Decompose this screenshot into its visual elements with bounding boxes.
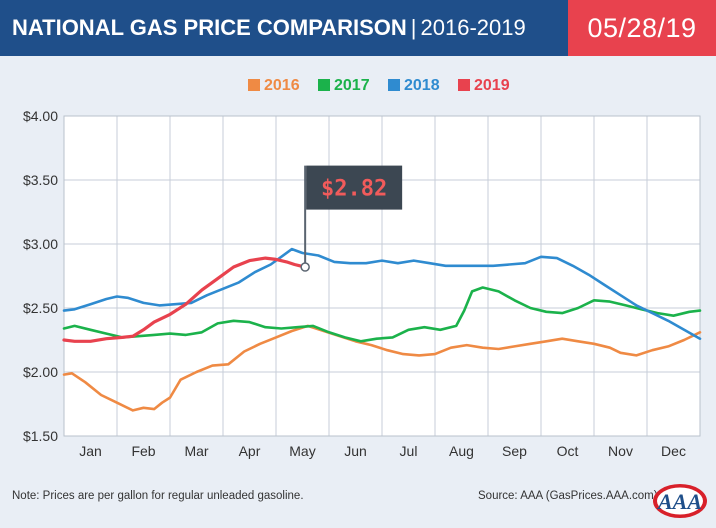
x-tick-label: Feb <box>131 443 155 459</box>
x-tick-label: Jul <box>400 443 418 459</box>
legend-swatch-2017 <box>318 79 330 91</box>
y-tick-label: $3.00 <box>23 236 58 252</box>
y-tick-label: $4.00 <box>23 108 58 124</box>
footer-source: Source: AAA (GasPrices.AAA.com) <box>478 490 658 502</box>
x-tick-label: Mar <box>184 443 208 459</box>
legend-label-2018: 2018 <box>404 77 440 94</box>
legend-swatch-2016 <box>248 79 260 91</box>
date-badge: 05/28/19 <box>568 0 716 56</box>
gas-price-chart: $1.50 $2.00 $2.50 $3.00 $3.50 $4.00 Jan Feb Mar A… <box>23 77 702 459</box>
y-tick-label: $2.00 <box>23 364 58 380</box>
legend-swatch-2018 <box>388 79 400 91</box>
x-tick-label: Oct <box>557 443 579 459</box>
title-separator: | <box>410 15 417 40</box>
chart-title: NATIONAL GAS PRICE COMPARISON | 2016-2019 <box>12 0 526 56</box>
aaa-logo-text: AAA <box>656 489 702 514</box>
header-bar: NATIONAL GAS PRICE COMPARISON | 2016-2019 … <box>0 0 716 56</box>
x-tick-label: Nov <box>608 443 633 459</box>
x-tick-label: Dec <box>661 443 686 459</box>
x-tick-label: Aug <box>449 443 474 459</box>
y-tick-label: $3.50 <box>23 172 58 188</box>
legend-label-2017: 2017 <box>334 77 370 94</box>
series-line-2017 <box>62 286 702 343</box>
title-main: NATIONAL GAS PRICE COMPARISON <box>12 15 407 40</box>
legend-label-2019: 2019 <box>474 77 510 94</box>
legend-swatch-2019 <box>458 79 470 91</box>
series-line-2018 <box>62 247 702 340</box>
series-line-2016 <box>62 324 702 412</box>
callout-box <box>306 165 403 210</box>
y-tick-label: $1.50 <box>23 428 58 444</box>
x-tick-label: Sep <box>502 443 527 459</box>
footer-note: Note: Prices are per gallon for regular … <box>12 490 304 502</box>
x-tick-label: Apr <box>239 443 261 459</box>
aaa-logo-icon: AAA <box>653 484 707 518</box>
plot-border <box>63 115 701 437</box>
x-tick-label: Jun <box>344 443 367 459</box>
x-tick-label: Jan <box>79 443 102 459</box>
series-line-2019 <box>62 256 307 343</box>
callout-price-label: $2.82 <box>321 177 387 202</box>
y-tick-label: $2.50 <box>23 300 58 316</box>
title-years: 2016-2019 <box>420 15 526 40</box>
legend-label-2016: 2016 <box>264 77 300 94</box>
callout-marker <box>300 262 310 272</box>
x-tick-label: May <box>289 443 315 459</box>
